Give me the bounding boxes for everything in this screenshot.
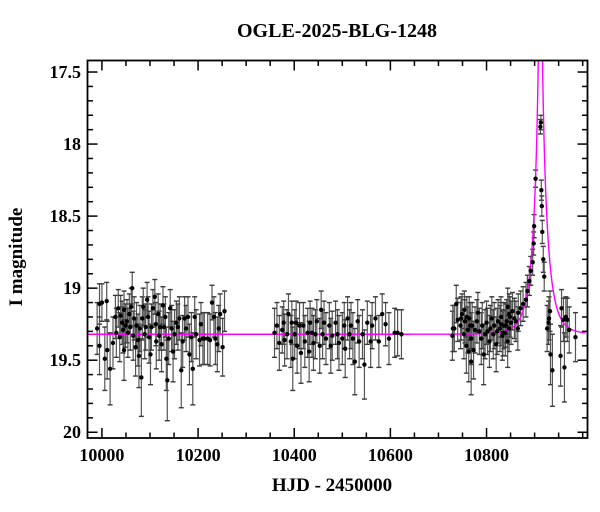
error-bars <box>94 114 578 422</box>
svg-text:19: 19 <box>63 278 81 298</box>
svg-text:18.5: 18.5 <box>50 206 82 226</box>
svg-text:20: 20 <box>63 422 81 442</box>
chart-title: OGLE-2025-BLG-1248 <box>237 20 437 42</box>
data-points <box>94 120 578 383</box>
svg-text:10600: 10600 <box>368 445 413 465</box>
x-axis-label: HJD - 2450000 <box>272 475 392 496</box>
svg-text:10000: 10000 <box>79 445 124 465</box>
svg-text:10200: 10200 <box>176 445 221 465</box>
svg-text:10800: 10800 <box>464 445 509 465</box>
axis-tick-labels: 10000 10200 10400 10600 10800 17.5 18 18.5 19 19.… <box>50 62 510 465</box>
svg-text:10400: 10400 <box>272 445 317 465</box>
y-axis-label: I magnitude <box>6 208 27 307</box>
axis-ticks <box>87 60 588 438</box>
svg-text:17.5: 17.5 <box>50 62 82 82</box>
svg-text:19.5: 19.5 <box>50 350 82 370</box>
svg-text:18: 18 <box>63 134 81 154</box>
plot-frame <box>86 59 589 439</box>
